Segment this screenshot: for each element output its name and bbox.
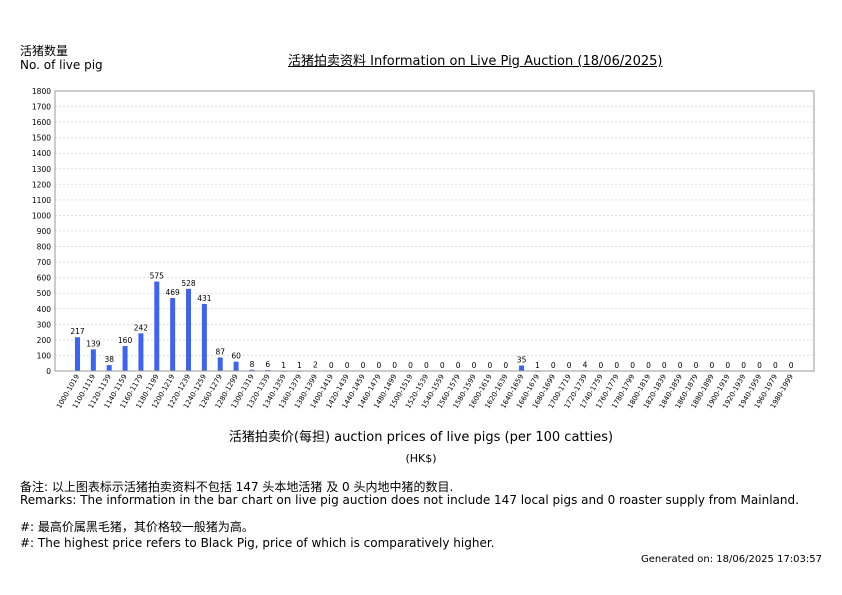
bar [138, 333, 144, 371]
bar-value-label: 0 [424, 361, 429, 370]
bar-value-label: 87 [215, 347, 225, 356]
bar-value-label: 60 [231, 352, 241, 361]
bar-value-label: 0 [376, 361, 381, 370]
bar-value-label: 0 [789, 361, 794, 370]
y-tick-label: 400 [37, 305, 52, 314]
bar-value-label: 0 [487, 361, 492, 370]
bar-value-label: 0 [630, 361, 635, 370]
y-axis-label-zh: 活猪数量 [20, 44, 69, 58]
bar [519, 365, 525, 371]
bar-value-label: 0 [440, 361, 445, 370]
bar-value-label: 0 [694, 361, 699, 370]
x-axis-title: 活猪拍卖价(每担) auction prices of live pigs (p… [228, 430, 614, 445]
note-en: #: The highest price refers to Black Pig… [20, 536, 495, 550]
bar [201, 303, 207, 371]
bar-value-label: 469 [165, 288, 180, 297]
bar-value-label: 4 [583, 360, 588, 369]
y-tick-label: 1100 [32, 196, 51, 205]
bar-value-label: 2 [313, 361, 318, 370]
bar-value-label: 0 [329, 361, 334, 370]
bar-value-label: 0 [773, 361, 778, 370]
bar-value-label: 0 [757, 361, 762, 370]
bar-value-label: 0 [472, 361, 477, 370]
bar [122, 346, 128, 371]
bar-value-label: 160 [118, 336, 133, 345]
bar-value-label: 0 [392, 361, 397, 370]
y-tick-label: 1500 [32, 134, 51, 143]
bar-value-label: 0 [598, 361, 603, 370]
bar-value-label: 0 [456, 361, 461, 370]
remark-en: Remarks: The information in the bar char… [20, 493, 799, 507]
y-axis-ticks: 0 100 200 300 400 500 600 700 800 900 1000 1100 1200… [32, 87, 51, 376]
y-tick-label: 900 [37, 227, 52, 236]
bar [217, 357, 223, 371]
bar-value-label: 0 [646, 361, 651, 370]
bar [75, 337, 80, 371]
y-tick-label: 1600 [32, 118, 51, 127]
bar [170, 298, 176, 371]
y-tick-label: 1200 [32, 180, 51, 189]
bar [106, 365, 112, 371]
x-axis-ticks: 1000-10191100-11191120-11391140-11591160… [55, 373, 795, 410]
bar-value-label: 0 [503, 361, 508, 370]
bar-value-label: 0 [567, 361, 572, 370]
chart-grid [55, 106, 814, 356]
y-tick-label: 1000 [32, 211, 51, 220]
y-tick-label: 300 [37, 320, 52, 329]
bar-value-label: 139 [86, 339, 101, 348]
bar-value-label: 0 [361, 361, 366, 370]
bar [154, 281, 160, 371]
bar-value-label: 0 [741, 361, 746, 370]
y-tick-label: 1700 [32, 103, 51, 112]
bar-value-label: 0 [710, 361, 715, 370]
y-tick-label: 1300 [32, 165, 51, 174]
bar-value-label: 0 [725, 361, 730, 370]
y-tick-label: 500 [37, 289, 52, 298]
remark-zh: 备注: 以上图表标示活猪拍卖资料不包括 147 头本地活猪 及 0 头内地中猪的… [20, 480, 454, 494]
y-tick-label: 200 [37, 336, 52, 345]
bar-value-label: 0 [345, 361, 350, 370]
bar-value-label: 0 [551, 361, 556, 370]
bar-value-label: 6 [265, 360, 270, 369]
bar-value-label: 528 [181, 279, 196, 288]
bar-value-label: 38 [104, 355, 114, 364]
bar-value-label: 8 [250, 360, 255, 369]
bar-value-label: 575 [150, 272, 165, 281]
y-tick-label: 0 [46, 367, 51, 376]
bar-value-label: 431 [197, 294, 212, 303]
bar [90, 349, 96, 371]
bar-value-label: 35 [517, 356, 527, 365]
bar [233, 361, 239, 371]
generated-timestamp: Generated on: 18/06/2025 17:03:57 [641, 554, 822, 565]
y-tick-label: 700 [37, 258, 52, 267]
bar-value-label: 0 [678, 361, 683, 370]
y-axis-label-en: No. of live pig [20, 58, 103, 72]
bar-value-label: 0 [662, 361, 667, 370]
bar [186, 288, 192, 371]
plot-frame [54, 90, 815, 372]
y-tick-label: 1400 [32, 149, 51, 158]
bar [249, 369, 255, 371]
bar-value-label: 217 [70, 327, 85, 336]
y-tick-label: 100 [37, 351, 52, 360]
chart-bars [75, 281, 588, 372]
chart-title: 活猪拍卖资料 Information on Live Pig Auction (… [288, 54, 663, 69]
y-tick-label: 600 [37, 274, 52, 283]
bar-value-label: 1 [297, 361, 302, 370]
y-tick-label: 800 [37, 243, 52, 252]
note-zh: #: 最高价属黑毛猪，其价格较一般猪为高。 [20, 520, 254, 534]
bar-value-label: 0 [408, 361, 413, 370]
x-axis-unit: (HK$) [405, 452, 437, 465]
bar-value-label: 1 [281, 361, 286, 370]
bar-value-label: 1 [535, 361, 540, 370]
bar-value-label: 242 [134, 323, 149, 332]
bar-value-label: 0 [614, 361, 619, 370]
y-tick-label: 1800 [32, 87, 51, 96]
